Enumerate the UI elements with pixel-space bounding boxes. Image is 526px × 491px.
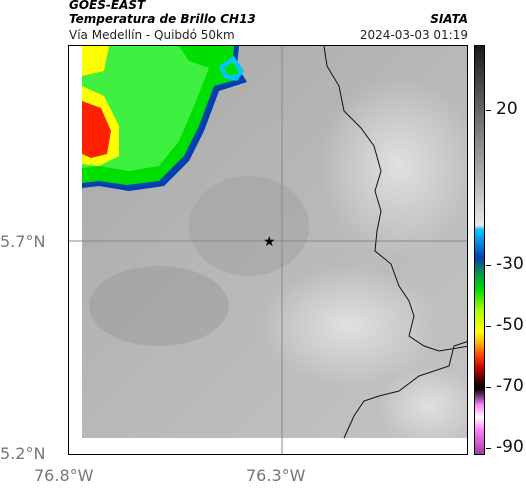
timestamp-label: 2024-03-03 01:19 xyxy=(359,28,468,42)
colorbar-label: -50 xyxy=(496,315,524,335)
lon-label-768: 76.8°W xyxy=(34,466,94,485)
border-line xyxy=(323,46,467,352)
colorbar-label: 20 xyxy=(496,99,518,119)
lat-label-52: 5.2°N xyxy=(0,444,46,463)
colorbar-label: -90 xyxy=(496,437,524,457)
colorbar xyxy=(474,45,485,455)
brightness-temperature-map[interactable]: ★ xyxy=(68,45,468,455)
lon-label-763: 76.3°W xyxy=(246,466,306,485)
lat-label-57: 5.7°N xyxy=(0,232,46,251)
border-line-south xyxy=(343,341,467,439)
map-canvas: ★ xyxy=(69,46,467,454)
product-title: Temperatura de Brillo CH13 xyxy=(69,12,256,26)
colorbar-label: -30 xyxy=(496,254,524,274)
colorbar-label: -70 xyxy=(496,376,524,396)
satellite-title: GOES-EAST xyxy=(69,0,146,12)
cloud-cluster xyxy=(82,46,247,191)
star-icon: ★ xyxy=(263,234,276,250)
organization-label: SIATA xyxy=(430,12,468,26)
region-subtitle: Vía Medellín - Quibdó 50km xyxy=(69,28,235,42)
